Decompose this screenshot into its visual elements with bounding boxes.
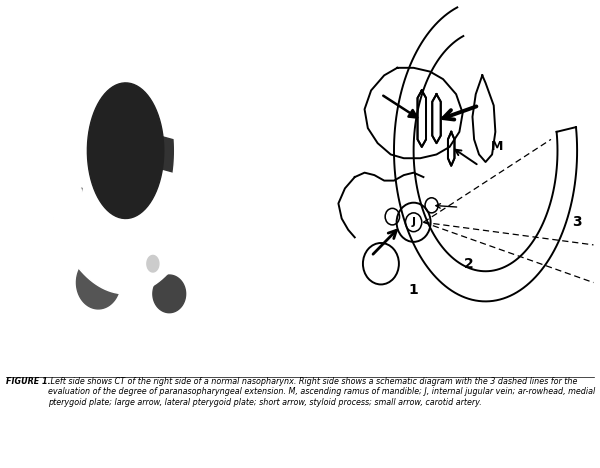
Text: R: R bbox=[22, 219, 33, 234]
Polygon shape bbox=[124, 243, 138, 262]
Polygon shape bbox=[432, 94, 441, 143]
Polygon shape bbox=[22, 143, 68, 219]
Polygon shape bbox=[150, 136, 185, 173]
Polygon shape bbox=[88, 83, 164, 219]
Polygon shape bbox=[58, 28, 150, 108]
Text: 2: 2 bbox=[464, 257, 474, 271]
Text: 120 kV
140 MA
HEAD SFOV
 3 0 MM
 0 0 TILT
3 0 SEC 12 29 27: 120 kV 140 MA HEAD SFOV 3 0 MM 0 0 TILT … bbox=[8, 263, 68, 302]
Polygon shape bbox=[55, 181, 82, 226]
Polygon shape bbox=[155, 188, 185, 241]
Text: 1: 1 bbox=[409, 283, 418, 297]
Polygon shape bbox=[118, 37, 128, 113]
Text: J: J bbox=[412, 217, 416, 227]
Polygon shape bbox=[44, 9, 208, 294]
Polygon shape bbox=[172, 192, 213, 263]
Text: FIGURE 1.: FIGURE 1. bbox=[6, 377, 50, 386]
Polygon shape bbox=[153, 275, 185, 313]
Polygon shape bbox=[76, 256, 120, 309]
Text: DF0V  15  0
 X     30
 Y   3 50
STND: DF0V 15 0 X 30 Y 3 50 STND bbox=[8, 7, 49, 32]
Polygon shape bbox=[147, 256, 159, 272]
Polygon shape bbox=[418, 90, 426, 147]
Text: M: M bbox=[491, 140, 503, 154]
Text: 3: 3 bbox=[572, 215, 582, 229]
Text: Left side shows CT of the right side of a normal nasopharynx. Right side shows a: Left side shows CT of the right side of … bbox=[49, 377, 596, 407]
Polygon shape bbox=[448, 132, 454, 166]
